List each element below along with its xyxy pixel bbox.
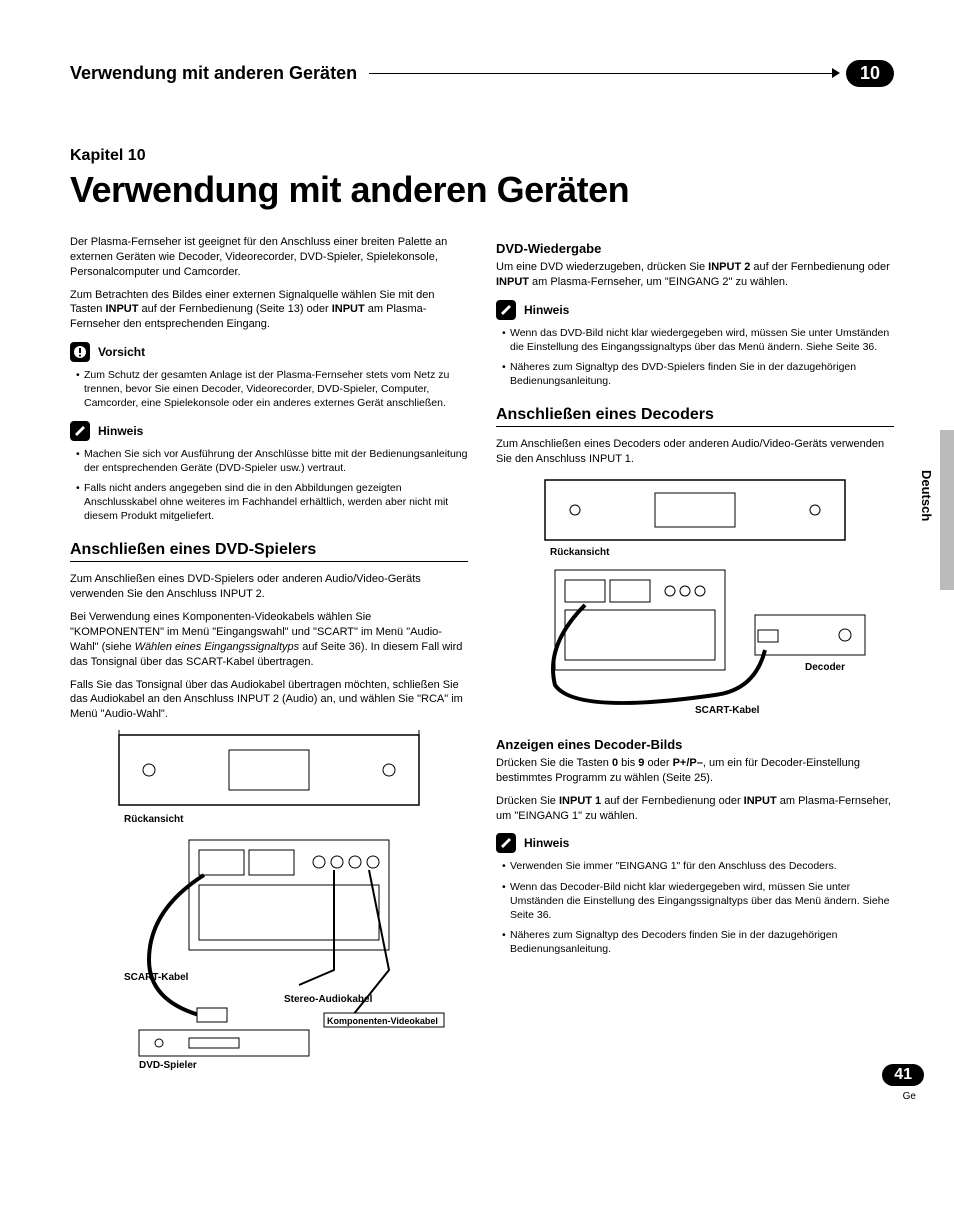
chapter-title: Verwendung mit anderen Geräten (70, 169, 894, 211)
hinweis-item: Wenn das DVD-Bild nicht klar wiedergegeb… (502, 326, 894, 354)
dvd-playback-heading: DVD-Wiedergabe (496, 241, 894, 256)
note-icon (496, 833, 516, 853)
dvd-paragraph-1: Zum Anschließen eines DVD-Spielers oder … (70, 572, 468, 602)
vorsicht-item: Zum Schutz der gesamten Anlage ist der P… (76, 368, 468, 411)
decp1-a: Drücken Sie die Tasten (496, 757, 612, 769)
decp2-a: Drücken Sie (496, 795, 559, 807)
content-columns: Der Plasma-Fernseher ist geeignet für de… (70, 235, 894, 1082)
hinweis-callout-3: Hinweis (496, 833, 894, 853)
dvd-playback-paragraph: Um eine DVD wiederzugeben, drücken Sie I… (496, 260, 894, 290)
dvd-connection-diagram: Rückansicht SCART-Kabel St (70, 730, 468, 1070)
svg-text:Rückansicht: Rückansicht (550, 547, 610, 558)
decoder-paragraph-1: Zum Anschließen eines Decoders oder ande… (496, 437, 894, 467)
decoder-display-heading: Anzeigen eines Decoder-Bilds (496, 737, 894, 752)
decp1-c: oder (644, 757, 672, 769)
hinweis-item: Verwenden Sie immer "EINGANG 1" für den … (502, 859, 894, 873)
hinweis-item: Machen Sie sich vor Ausführung der Ansch… (76, 447, 468, 475)
left-column: Der Plasma-Fernseher ist geeignet für de… (70, 235, 468, 1082)
page-number-badge: 41 (882, 1064, 924, 1086)
header-title: Verwendung mit anderen Geräten (70, 63, 357, 84)
decoder-display-p2: Drücken Sie INPUT 1 auf der Fernbedienun… (496, 794, 894, 824)
intro-paragraph-2: Zum Betrachten des Bildes einer externen… (70, 288, 468, 333)
dvd-paragraph-2: Bei Verwendung eines Komponenten-Videoka… (70, 610, 468, 669)
hinweis-label-2: Hinweis (524, 303, 569, 317)
note-icon (70, 421, 90, 441)
warning-icon (70, 342, 90, 362)
decoder-display-p1: Drücken Sie die Tasten 0 bis 9 oder P+/P… (496, 756, 894, 786)
vorsicht-list: Zum Schutz der gesamten Anlage ist der P… (70, 368, 468, 411)
page-language-code: Ge (903, 1091, 916, 1102)
label-rueckansicht: Rückansicht (124, 814, 184, 825)
intro2-part-b: auf der Fernbedienung (Seite 13) oder (138, 303, 331, 315)
hinweis-item: Näheres zum Signaltyp des Decoders finde… (502, 928, 894, 956)
hinweis-callout-2: Hinweis (496, 300, 894, 320)
svg-text:Decoder: Decoder (805, 662, 845, 673)
hinweis-callout-1: Hinweis (70, 421, 468, 441)
dvd-paragraph-3: Falls Sie das Tonsignal über das Audioka… (70, 678, 468, 723)
hinweis-list-1: Machen Sie sich vor Ausführung der Ansch… (70, 447, 468, 524)
decp2-b1: INPUT 1 (559, 795, 601, 807)
decp1-b: bis (618, 757, 638, 769)
section-rule (496, 426, 894, 427)
svg-text:SCART-Kabel: SCART-Kabel (124, 972, 189, 983)
decp2-b2: INPUT (744, 795, 777, 807)
language-tab: Deutsch (919, 470, 934, 521)
section-decoder-heading: Anschließen eines Decoders (496, 406, 894, 424)
section-dvd-heading: Anschließen eines DVD-Spielers (70, 541, 468, 559)
page-header: Verwendung mit anderen Geräten 10 (70, 60, 894, 87)
note-icon (496, 300, 516, 320)
svg-text:Komponenten-Videokabel: Komponenten-Videokabel (327, 1016, 438, 1026)
chapter-label: Kapitel 10 (70, 147, 894, 165)
manual-page: Verwendung mit anderen Geräten 10 Kapite… (0, 0, 954, 1122)
hinweis-label-1: Hinweis (98, 424, 143, 438)
vorsicht-label: Vorsicht (98, 345, 145, 359)
dvdp-bold1: INPUT 2 (708, 261, 750, 273)
dvdp-bold2: INPUT (496, 276, 529, 288)
chapter-heading: Kapitel 10 Verwendung mit anderen Geräte… (70, 147, 894, 211)
header-rule (369, 73, 834, 74)
hinweis-list-3: Verwenden Sie immer "EINGANG 1" für den … (496, 859, 894, 956)
dvdp-b: auf der Fernbedienung oder (750, 261, 889, 273)
intro2-bold-2: INPUT (332, 303, 365, 315)
dvdp-a: Um eine DVD wiederzugeben, drücken Sie (496, 261, 708, 273)
hinweis-list-2: Wenn das DVD-Bild nicht klar wiedergegeb… (496, 326, 894, 389)
intro2-bold-1: INPUT (105, 303, 138, 315)
hinweis-item: Falls nicht anders angegeben sind die in… (76, 481, 468, 524)
dvdp-c: am Plasma-Fernseher, um "EINGANG 2" zu w… (529, 276, 788, 288)
hinweis-item: Näheres zum Signaltyp des DVD-Spielers f… (502, 360, 894, 388)
svg-text:Stereo-Audiokabel: Stereo-Audiokabel (284, 994, 373, 1005)
svg-text:SCART-Kabel: SCART-Kabel (695, 705, 760, 716)
decp2-b: auf der Fernbedienung oder (601, 795, 744, 807)
intro-paragraph-1: Der Plasma-Fernseher ist geeignet für de… (70, 235, 468, 280)
side-gray-tab (940, 430, 954, 590)
decp1-b3: P+/P– (673, 757, 703, 769)
hinweis-item: Wenn das Decoder-Bild nicht klar wiederg… (502, 880, 894, 923)
right-column: DVD-Wiedergabe Um eine DVD wiederzugeben… (496, 235, 894, 1082)
dvd-p2-em: Wählen eines Eingangssignaltyps (135, 641, 300, 653)
section-rule (70, 561, 468, 562)
decoder-connection-diagram: Rückansicht Decoder SCART- (496, 475, 894, 725)
svg-text:DVD-Spieler: DVD-Spieler (139, 1060, 197, 1070)
hinweis-label-3: Hinweis (524, 836, 569, 850)
vorsicht-callout: Vorsicht (70, 342, 468, 362)
chapter-badge: 10 (846, 60, 894, 87)
